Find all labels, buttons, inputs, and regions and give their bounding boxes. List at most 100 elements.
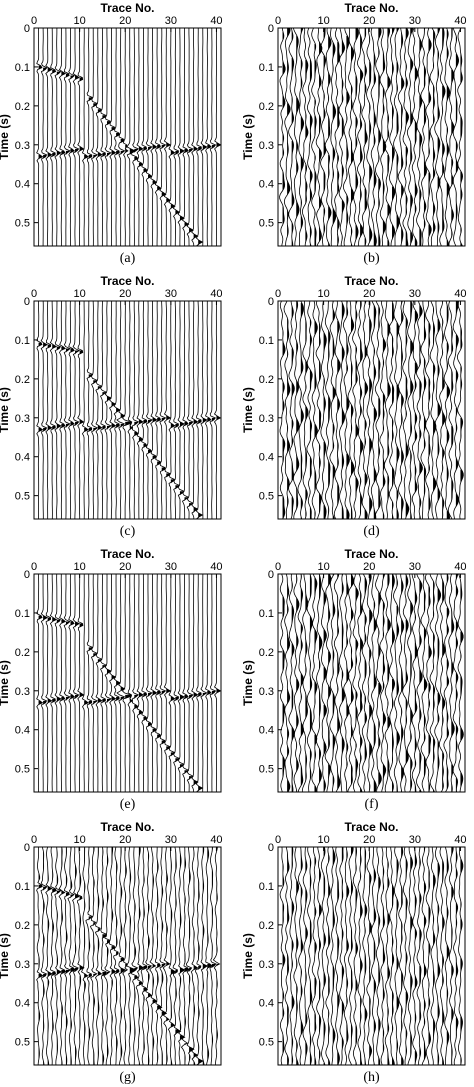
y-tick-label: 0.1 (259, 335, 274, 347)
trace-33 (182, 28, 190, 246)
trace-5 (54, 574, 62, 792)
trace-fill (378, 28, 382, 246)
trace-30 (168, 28, 176, 246)
trace-17 (352, 574, 359, 792)
x-tick-label: 0 (31, 15, 37, 27)
trace-fill (337, 302, 341, 508)
trace-fill (97, 41, 102, 246)
y-tick-label: 0.5 (15, 1037, 30, 1049)
trace-fill (291, 847, 295, 1065)
trace-12 (330, 28, 337, 246)
trace-35 (434, 574, 442, 792)
trace-13 (90, 301, 99, 519)
x-tick-label: 10 (317, 834, 329, 846)
trace-25 (389, 28, 396, 246)
trace-20 (366, 301, 373, 519)
y-tick-label: 0.5 (259, 1037, 274, 1049)
trace-39 (209, 28, 217, 246)
trace-40 (213, 574, 221, 792)
x-axis-title: Trace No. (344, 274, 398, 288)
trace-fill (170, 28, 175, 246)
trace-39 (209, 847, 217, 1065)
trace-8 (311, 301, 318, 519)
axes-frame (277, 300, 466, 520)
trace-fill (414, 587, 418, 792)
trace-fill (179, 39, 185, 239)
trace-32 (421, 847, 427, 1065)
y-axis-title: Time (s) (241, 114, 255, 160)
trace-fill (433, 306, 437, 519)
trace-20 (121, 301, 132, 519)
trace-25 (145, 847, 153, 1065)
trace-29 (162, 847, 171, 1065)
trace-31 (416, 574, 423, 792)
trace-38 (205, 847, 213, 1065)
trace-fill (161, 304, 166, 519)
traces-group (279, 28, 463, 246)
trace-12 (329, 301, 337, 519)
trace-3 (45, 574, 53, 792)
trace-8 (311, 574, 318, 792)
y-tick-label: 0.5 (259, 764, 274, 776)
trace-34 (186, 574, 194, 792)
trace-6 (58, 301, 66, 519)
trace-fill (179, 581, 185, 769)
trace-fill (193, 574, 198, 787)
panel-caption: (a) (120, 251, 136, 266)
axes-frame (33, 573, 222, 793)
trace-25 (389, 847, 395, 1065)
panel-caption: (e) (120, 797, 136, 812)
trace-fill (341, 847, 344, 1062)
trace-4 (50, 847, 57, 1065)
trace-22 (375, 28, 382, 246)
trace-fill (65, 33, 70, 227)
trace-fill (446, 574, 449, 791)
trace-fill (369, 301, 373, 516)
trace-fill (296, 880, 299, 1065)
x-tick-label: 30 (409, 561, 421, 573)
x-axis-title: Trace No. (100, 274, 154, 288)
trace-fill (446, 304, 450, 519)
trace-39 (209, 574, 217, 792)
x-tick-label: 0 (31, 834, 37, 846)
trace-fill (38, 45, 43, 246)
trace-fill (143, 301, 148, 519)
y-tick-label: 0.3 (259, 140, 274, 152)
y-tick-label: 0.5 (15, 764, 30, 776)
trace-fill (102, 574, 107, 792)
trace-10 (321, 574, 328, 792)
trace-6 (301, 574, 309, 792)
trace-fill (373, 304, 377, 519)
trace-fill (216, 31, 221, 239)
panel-caption: (g) (119, 1070, 136, 1085)
trace-fill (134, 314, 139, 504)
x-tick-label: 0 (31, 561, 37, 573)
x-tick-label: 30 (409, 288, 421, 300)
panel-f: 0 10 20 30 40 0 0.1 0.2 0.3 0.4 0.5 Trace No. Time (… (241, 547, 467, 812)
trace-23 (135, 847, 145, 1065)
trace-fill (442, 579, 446, 792)
trace-39 (452, 574, 459, 792)
y-tick-label: 0.1 (259, 62, 274, 74)
trace-9 (72, 301, 81, 519)
trace-13 (333, 574, 341, 792)
trace-14 (95, 28, 103, 246)
trace-fill (442, 301, 446, 519)
x-tick-label: 40 (454, 288, 466, 300)
trace-15 (99, 301, 108, 519)
trace-fill (341, 302, 345, 519)
y-tick-label: 0.1 (15, 881, 30, 893)
trace-fill (364, 28, 368, 246)
trace-31 (172, 28, 181, 246)
trace-34 (429, 301, 437, 519)
trace-fill (75, 53, 80, 246)
x-tick-label: 30 (165, 288, 177, 300)
trace-fill (56, 301, 61, 508)
trace-14 (339, 301, 346, 519)
trace-3 (45, 847, 53, 1065)
trace-9 (315, 574, 323, 792)
trace-31 (173, 301, 180, 519)
trace-34 (430, 847, 436, 1065)
trace-fill (405, 28, 409, 246)
trace-22 (130, 847, 139, 1065)
